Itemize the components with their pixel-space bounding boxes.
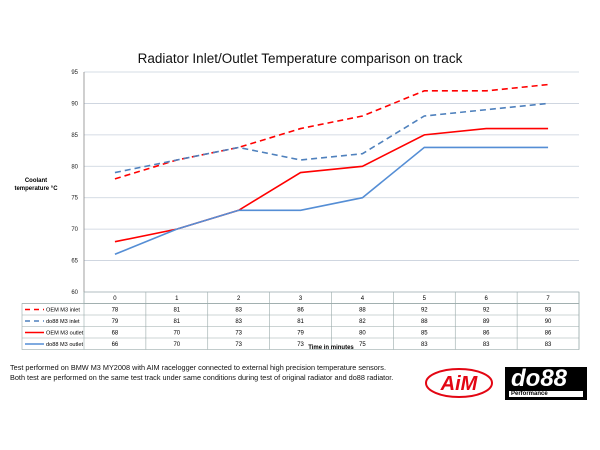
svg-text:AiM: AiM [440,373,479,395]
y-tick-label: 80 [71,164,78,170]
x-axis-label: Time in minutes [308,345,354,351]
y-tick-label: 65 [71,259,78,265]
x-tick-label: 4 [361,296,365,302]
y-tick-label: 75 [71,196,78,202]
table-cell: 89 [483,319,490,325]
table-cell: 81 [297,319,304,325]
legend-label: do88 M3 outlet [46,342,83,348]
series-line-do88-m3-inlet [114,102,549,174]
do88-logo: do88 Performance [505,367,587,400]
y-tick-label: 85 [71,133,78,139]
table-cell: 86 [297,308,304,314]
x-tick-label: 1 [175,296,179,302]
x-tick-label: 2 [237,296,241,302]
table-cell: 83 [235,308,242,314]
y-axis-label-line1: Coolant [25,178,47,184]
note-line-2: Both test are performed on the same test… [10,373,394,382]
table-cell: 83 [421,342,428,348]
table-cell: 73 [297,342,304,348]
x-tick-label: 0 [113,296,117,302]
table-cell: 88 [359,308,366,314]
table-cell: 80 [359,331,366,337]
table-cell: 68 [112,331,119,337]
legend-label: OEM M3 inlet [46,308,80,314]
table-cell: 66 [112,342,119,348]
table-cell: 73 [235,342,242,348]
legend-label: OEM M3 outlet [46,331,84,337]
table-cell: 93 [545,308,552,314]
table-cell: 75 [359,342,366,348]
table-cell: 92 [483,308,490,314]
y-axis-label-line2: temperature °C [14,186,58,192]
table-cell: 81 [173,319,180,325]
table-cell: 82 [359,319,366,325]
table-cell: 83 [545,342,552,348]
series-line-do88-m3-outlet [114,146,549,256]
y-tick-label: 95 [71,70,78,76]
table-cell: 73 [235,331,242,337]
table-cell: 90 [545,319,552,325]
table-cell: 86 [483,331,490,337]
y-tick-label: 60 [71,290,78,296]
series-line-oem-m3-inlet [114,83,549,180]
y-tick-label: 90 [71,101,78,107]
chart-title: Radiator Inlet/Outlet Temperature compar… [138,51,463,66]
table-cell: 85 [421,331,428,337]
table-cell: 83 [235,319,242,325]
x-tick-label: 3 [299,296,303,302]
x-tick-label: 6 [485,296,489,302]
aim-logo: AiM [425,368,493,398]
note-line-1: Test performed on BMW M3 MY2008 with AIM… [10,363,386,372]
table-cell: 83 [483,342,490,348]
table-cell: 78 [112,308,119,314]
x-tick-label: 7 [546,296,550,302]
table-cell: 86 [545,331,552,337]
table-cell: 88 [421,319,428,325]
table-cell: 79 [112,319,119,325]
series-line-oem-m3-outlet [114,127,549,243]
table-cell: 79 [297,331,304,337]
line-chart: Radiator Inlet/Outlet Temperature compar… [14,51,580,351]
table-cell: 92 [421,308,428,314]
table-cell: 70 [173,331,180,337]
table-cell: 81 [173,308,180,314]
table-cell: 70 [173,342,180,348]
x-tick-label: 5 [423,296,427,302]
legend-label: do88 M3 inlet [46,319,80,325]
y-tick-label: 70 [71,227,78,233]
